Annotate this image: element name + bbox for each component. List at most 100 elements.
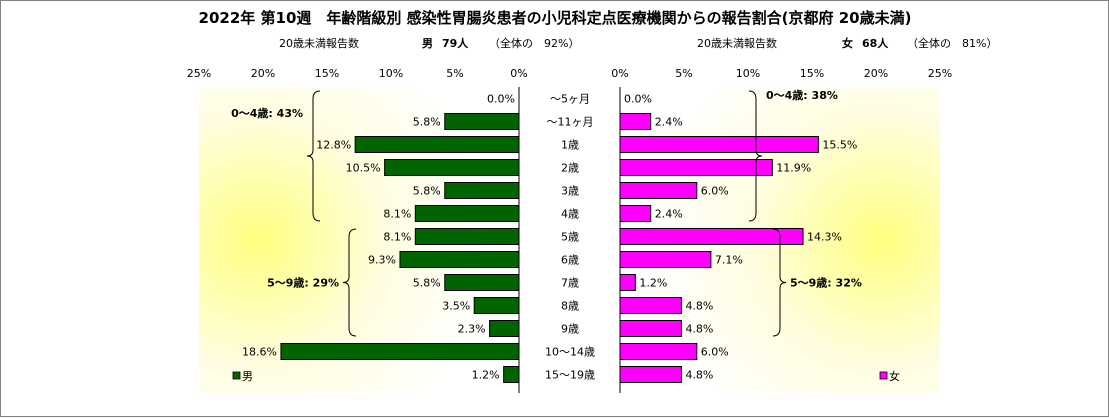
female-value-label: 7.1%: [715, 254, 743, 267]
category-label: ～5ヶ月: [550, 93, 590, 106]
male-bar: [280, 343, 520, 360]
female-annotation-label: 0～4歳: 38%: [766, 88, 838, 102]
male-bar: [414, 228, 520, 245]
male-value-label: 3.5%: [442, 300, 470, 313]
category-label: 2歳: [561, 162, 579, 175]
female-bar: [619, 113, 652, 130]
male-subtitle-count: 79人: [442, 36, 469, 50]
male-value-label: 5.8%: [413, 277, 441, 290]
female-bar: [619, 366, 682, 383]
male-tick-label: 15%: [315, 67, 339, 80]
male-tick-label: 25%: [187, 67, 211, 80]
female-value-label: 15.5%: [822, 139, 857, 152]
category-label: 5歳: [561, 231, 579, 244]
female-bar: [619, 182, 698, 199]
female-axis-ticks: 0% 5% 10% 15% 20% 25%: [611, 67, 952, 80]
male-value-label: 2.3%: [458, 323, 486, 336]
female-value-label: 4.8%: [685, 300, 713, 313]
male-value-label: 5.8%: [413, 116, 441, 129]
female-bar: [619, 297, 682, 314]
male-value-label: 10.5%: [346, 162, 381, 175]
male-subtitle-share: （全体の 92%）: [489, 36, 579, 50]
male-bar: [384, 159, 520, 176]
male-bar: [414, 205, 520, 222]
chart-marks: ～5ヶ月 ～11ヶ月 1歳 2歳 3歳 4歳 5歳 6歳 7歳 8歳 9歳 10～14歳 15～19歳 0…: [231, 88, 862, 383]
female-value-label: 14.3%: [807, 231, 842, 244]
female-subtitle-label: 20歳未満報告数: [697, 37, 777, 50]
female-tick-label: 10%: [736, 67, 760, 80]
category-label: 15～19歳: [545, 369, 595, 382]
male-bar: [503, 366, 520, 383]
male-bar: [354, 136, 520, 153]
female-value-label: 2.4%: [655, 116, 683, 129]
female-bar: [619, 228, 804, 245]
male-value-label: 9.3%: [368, 254, 396, 267]
male-value-label: 5.8%: [413, 185, 441, 198]
male-annotation-brace: [342, 228, 357, 337]
female-subtitle-count: 68人: [862, 36, 889, 50]
male-value-label: 0.0%: [487, 93, 515, 106]
female-bar: [619, 343, 698, 360]
female-subtitle-group: 女: [842, 36, 853, 50]
female-value-label: 11.9%: [776, 162, 811, 175]
male-bar: [473, 297, 520, 314]
female-value-label: 6.0%: [701, 185, 729, 198]
category-label: 8歳: [561, 300, 579, 313]
female-bar: [619, 205, 652, 222]
male-bar: [444, 113, 520, 130]
female-annotation-brace: [772, 228, 787, 337]
category-label: 1歳: [561, 139, 579, 152]
female-bar: [619, 320, 682, 337]
male-value-label: 12.8%: [316, 139, 351, 152]
male-annotation-label: 0～4歳: 43%: [231, 106, 303, 120]
male-bar: [444, 182, 520, 199]
male-tick-label: 5%: [446, 67, 463, 80]
female-value-label: 1.2%: [639, 277, 667, 290]
category-label: 6歳: [561, 254, 579, 267]
category-label: ～11ヶ月: [547, 116, 594, 129]
female-legend-swatch: [879, 371, 888, 380]
female-value-label: 2.4%: [655, 208, 683, 221]
male-annotation-label: 5～9歳: 29%: [267, 276, 339, 290]
female-tick-label: 15%: [800, 67, 824, 80]
female-value-label: 4.8%: [685, 369, 713, 382]
category-label: 4歳: [561, 208, 579, 221]
female-value-label: 6.0%: [701, 346, 729, 359]
male-bar: [444, 274, 520, 291]
category-label: 3歳: [561, 185, 579, 198]
male-value-label: 1.2%: [472, 369, 500, 382]
female-bar: [619, 274, 636, 291]
male-tick-label: 20%: [251, 67, 275, 80]
female-tick-label: 25%: [928, 67, 952, 80]
female-tick-label: 5%: [675, 67, 692, 80]
male-legend-label: 男: [242, 370, 253, 383]
female-bar: [619, 251, 712, 268]
female-subtitle-share: （全体の 81%）: [907, 36, 997, 50]
category-label: 10～14歳: [545, 346, 595, 359]
female-bar: [619, 159, 773, 176]
male-value-label: 18.6%: [242, 346, 277, 359]
male-axis-ticks: 25% 20% 15% 10% 5% 0%: [187, 67, 528, 80]
female-bar: [619, 136, 819, 153]
male-value-label: 8.1%: [383, 231, 411, 244]
female-annotation-label: 5～9歳: 32%: [790, 276, 862, 290]
female-value-label: 0.0%: [624, 93, 652, 106]
female-value-label: 4.8%: [685, 323, 713, 336]
male-legend-swatch: [232, 371, 241, 380]
female-annotation-brace: [748, 90, 763, 222]
female-tick-label: 20%: [864, 67, 888, 80]
male-value-label: 8.1%: [383, 208, 411, 221]
category-label: 9歳: [561, 323, 579, 336]
chart-title: 2022年 第10週 年齢階級別 感染性胃腸炎患者の小児科定点医療機関からの報告…: [199, 9, 912, 27]
male-tick-label: 0%: [510, 67, 527, 80]
male-subtitle-group: 男: [422, 37, 433, 50]
male-bar: [399, 251, 520, 268]
male-annotation-brace: [306, 90, 321, 222]
male-bar: [489, 320, 520, 337]
male-subtitle-label: 20歳未満報告数: [279, 37, 359, 50]
female-tick-label: 0%: [611, 67, 628, 80]
female-legend-label: 女: [889, 369, 900, 383]
category-label: 7歳: [561, 277, 579, 290]
